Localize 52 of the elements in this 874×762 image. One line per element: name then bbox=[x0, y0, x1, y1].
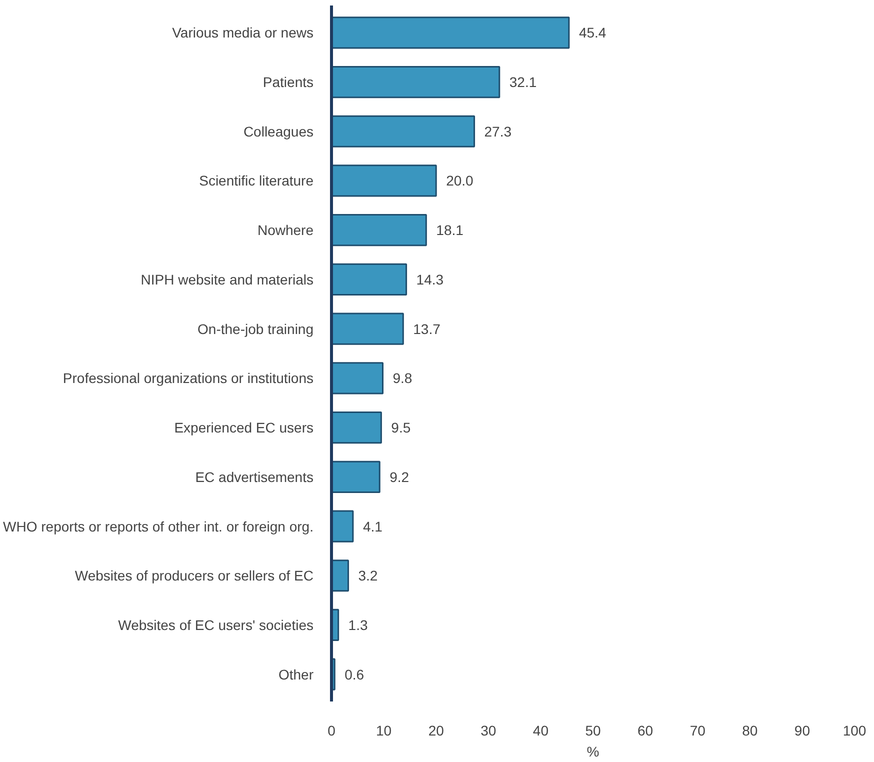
bar bbox=[332, 66, 500, 98]
x-tick-label: 10 bbox=[376, 722, 392, 738]
x-tick-label: 90 bbox=[794, 722, 810, 738]
bar bbox=[332, 560, 349, 592]
bar bbox=[332, 411, 382, 444]
x-tick-label: 100 bbox=[842, 722, 866, 738]
y-tick-label: Websites of producers or sellers of EC bbox=[74, 568, 314, 584]
bar bbox=[332, 263, 408, 296]
x-axis-title: % bbox=[586, 744, 600, 760]
y-tick-label: Other bbox=[278, 666, 314, 682]
data-label: 3.2 bbox=[358, 568, 378, 584]
bar bbox=[332, 362, 384, 394]
data-label: 13.7 bbox=[413, 320, 441, 337]
y-tick-label: Scientific literature bbox=[199, 172, 314, 189]
y-tick-label: Experienced EC users bbox=[174, 420, 314, 436]
x-tick-label: 60 bbox=[638, 722, 654, 738]
bar bbox=[332, 115, 476, 148]
data-label: 9.2 bbox=[390, 468, 410, 485]
data-label: 20.0 bbox=[446, 172, 474, 189]
data-label: 4.1 bbox=[362, 518, 383, 534]
y-tick-label: NIPH website and materials bbox=[140, 271, 314, 288]
y-tick-label: On-the-job training bbox=[198, 320, 314, 337]
bar bbox=[332, 214, 427, 246]
y-tick-label: Nowhere bbox=[257, 222, 314, 238]
x-tick-label: 20 bbox=[428, 722, 444, 738]
data-label: 9.8 bbox=[392, 370, 412, 386]
y-tick-label: Patients bbox=[262, 74, 314, 90]
data-label: 32.1 bbox=[509, 74, 537, 90]
x-tick-label: 80 bbox=[742, 722, 758, 738]
x-tick-label: 30 bbox=[480, 722, 496, 738]
bar bbox=[332, 510, 354, 542]
x-tick-label: 40 bbox=[532, 722, 549, 738]
y-tick-label: Websites of EC users' societies bbox=[118, 616, 314, 633]
y-tick-label: Colleagues bbox=[243, 123, 314, 140]
bar bbox=[332, 460, 380, 493]
x-tick-label: 50 bbox=[585, 722, 601, 738]
x-tick-label: 70 bbox=[690, 722, 706, 738]
bar bbox=[332, 164, 437, 197]
y-tick-label: Various media or news bbox=[172, 24, 314, 41]
data-label: 27.3 bbox=[484, 123, 512, 140]
data-label: 1.3 bbox=[348, 616, 368, 633]
data-label: 0.6 bbox=[344, 666, 364, 682]
y-tick-label: Professional organizations or institutions bbox=[62, 370, 314, 386]
y-tick-label: EC advertisements bbox=[195, 468, 314, 485]
data-label: 14.3 bbox=[416, 271, 444, 288]
data-label: 18.1 bbox=[436, 222, 464, 238]
bar bbox=[332, 16, 570, 49]
x-tick-label: 0 bbox=[328, 722, 336, 738]
data-label: 9.5 bbox=[391, 420, 411, 436]
data-label: 45.4 bbox=[578, 24, 606, 41]
y-tick-label: WHO reports or reports of other int. or foreign org. bbox=[3, 518, 314, 534]
bar bbox=[332, 312, 404, 345]
